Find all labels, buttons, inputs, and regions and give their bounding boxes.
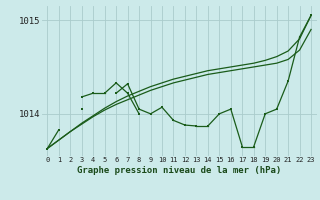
X-axis label: Graphe pression niveau de la mer (hPa): Graphe pression niveau de la mer (hPa)	[77, 166, 281, 175]
